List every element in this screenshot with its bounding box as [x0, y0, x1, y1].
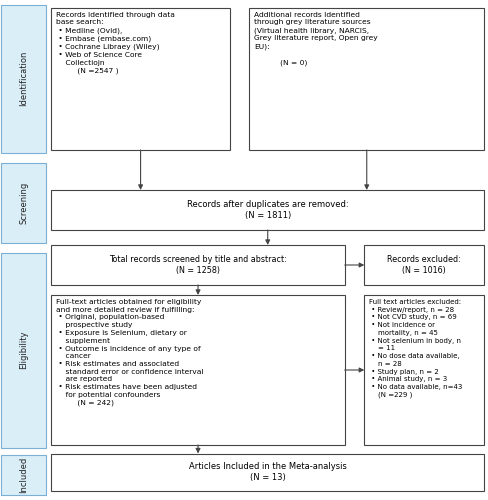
Bar	[51, 454, 483, 491]
Text: Identification: Identification	[20, 51, 28, 106]
Bar	[1, 5, 46, 152]
Bar	[51, 8, 229, 150]
Bar	[1, 162, 46, 242]
Bar	[364, 245, 483, 285]
Bar	[51, 295, 344, 445]
Bar	[1, 455, 46, 495]
Text: Records excluded:
(N = 1016): Records excluded: (N = 1016)	[386, 255, 460, 275]
Text: Additional records Identified
through grey literature sources
(Virtual health li: Additional records Identified through gr…	[254, 12, 377, 66]
Bar	[364, 295, 483, 445]
Text: Records Identified through data
base search:
 • Medline (Ovid),
 • Embase (embas: Records Identified through data base sea…	[56, 12, 175, 74]
Bar	[1, 252, 46, 448]
Text: Full-text articles obtained for eligibility
and more detailed review if fulfilli: Full-text articles obtained for eligibil…	[56, 299, 203, 406]
Bar	[51, 245, 344, 285]
Text: Full text articles excluded:
 • Review/report, n = 28
 • Not CVD study, n = 69
 : Full text articles excluded: • Review/re…	[368, 299, 462, 398]
Text: Articles Included in the Meta-analysis
(N = 13): Articles Included in the Meta-analysis (…	[188, 462, 346, 482]
Bar	[249, 8, 483, 150]
Text: Records after duplicates are removed:
(N = 1811): Records after duplicates are removed: (N…	[186, 200, 348, 220]
Text: Screening: Screening	[20, 182, 28, 224]
Text: Eligibility: Eligibility	[20, 331, 28, 369]
Bar	[51, 190, 483, 230]
Text: Total records screened by title and abstract:
(N = 1258): Total records screened by title and abst…	[109, 255, 286, 275]
Text: Included: Included	[20, 457, 28, 493]
